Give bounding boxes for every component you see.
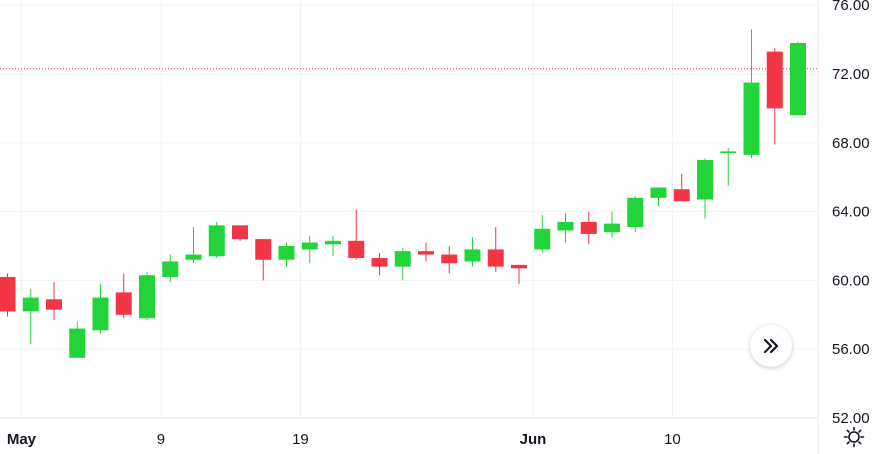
y-tick-label: 76.00 xyxy=(832,0,870,14)
chart-settings-button[interactable] xyxy=(838,422,870,452)
candle xyxy=(604,211,620,238)
candle-body xyxy=(673,189,690,202)
candle xyxy=(720,147,737,186)
x-tick-label: 10 xyxy=(664,431,681,448)
candle xyxy=(185,227,202,264)
candle xyxy=(580,211,597,245)
candle xyxy=(534,215,551,253)
candle xyxy=(301,235,318,264)
candle xyxy=(139,271,155,320)
candle xyxy=(0,273,16,317)
y-tick-label: 68.00 xyxy=(832,135,870,152)
candle-body xyxy=(139,275,155,319)
candle xyxy=(115,273,132,319)
double-chevron-right-icon xyxy=(763,338,779,354)
candle-body xyxy=(162,261,179,277)
candles xyxy=(0,29,806,358)
candle-body xyxy=(720,151,737,154)
gear-icon xyxy=(843,426,865,448)
candle-body xyxy=(115,292,132,315)
candle-body xyxy=(790,43,806,116)
price-axis[interactable]: 52.00 56.00 60.00 64.00 68.00 72.00 76.00 xyxy=(832,0,870,427)
candle xyxy=(22,288,39,345)
candle xyxy=(394,247,411,281)
y-tick-label: 52.00 xyxy=(832,410,870,427)
scroll-to-realtime-button[interactable] xyxy=(750,325,792,367)
candle-body xyxy=(580,221,597,234)
candle-body xyxy=(301,242,318,250)
x-tick-label: May xyxy=(7,431,37,448)
candle-body xyxy=(464,249,481,262)
candle xyxy=(650,187,667,207)
candle xyxy=(325,235,341,257)
candle-body xyxy=(348,240,365,259)
candle xyxy=(441,245,458,274)
candle-body xyxy=(557,221,574,231)
candle xyxy=(627,196,644,233)
candle-body xyxy=(325,240,341,245)
y-tick-label: 56.00 xyxy=(832,341,870,358)
candle-body xyxy=(185,254,202,260)
candle xyxy=(697,158,713,219)
candle xyxy=(208,221,225,259)
candle xyxy=(232,225,248,241)
candle xyxy=(278,242,295,267)
candle-body xyxy=(766,51,783,109)
candle xyxy=(418,242,434,262)
y-tick-label: 60.00 xyxy=(832,272,870,289)
candle-body xyxy=(697,159,713,200)
candle xyxy=(790,41,806,116)
candle-body xyxy=(743,82,760,155)
candle-body xyxy=(22,297,39,312)
candle-body xyxy=(441,254,458,264)
candle xyxy=(511,264,527,284)
candle-body xyxy=(232,225,248,240)
y-tick-label: 64.00 xyxy=(832,204,870,221)
candle-body xyxy=(650,187,667,198)
candle xyxy=(557,213,574,243)
candle-body xyxy=(511,264,527,269)
grid-lines xyxy=(0,0,818,419)
x-tick-label: 19 xyxy=(292,431,309,448)
candle xyxy=(348,209,365,260)
candle-body xyxy=(208,225,225,257)
candle-body xyxy=(69,328,86,358)
time-axis[interactable]: May 9 19 Jun 10 xyxy=(7,431,681,448)
y-tick-label: 72.00 xyxy=(832,66,870,83)
candle-body xyxy=(46,299,62,310)
candle xyxy=(371,252,388,276)
candle-body xyxy=(534,228,551,250)
candle-body xyxy=(627,197,644,228)
candle xyxy=(766,48,783,145)
candle-body xyxy=(92,297,109,331)
candle-body xyxy=(278,245,295,260)
candle-body xyxy=(487,249,504,267)
candle xyxy=(673,173,690,202)
candle xyxy=(464,237,481,267)
candle xyxy=(69,321,86,358)
candle xyxy=(162,254,179,283)
candle-body xyxy=(604,223,620,233)
candle xyxy=(743,29,760,159)
candle xyxy=(46,282,62,320)
candle xyxy=(487,227,504,272)
candle-body xyxy=(255,239,272,260)
candle-body xyxy=(394,251,411,267)
x-tick-label: Jun xyxy=(520,431,547,448)
candle xyxy=(92,283,109,334)
candle-body xyxy=(418,251,434,255)
x-tick-label: 9 xyxy=(157,431,165,448)
candle-body xyxy=(371,258,388,267)
candle-body xyxy=(0,276,16,312)
candle xyxy=(255,239,272,281)
